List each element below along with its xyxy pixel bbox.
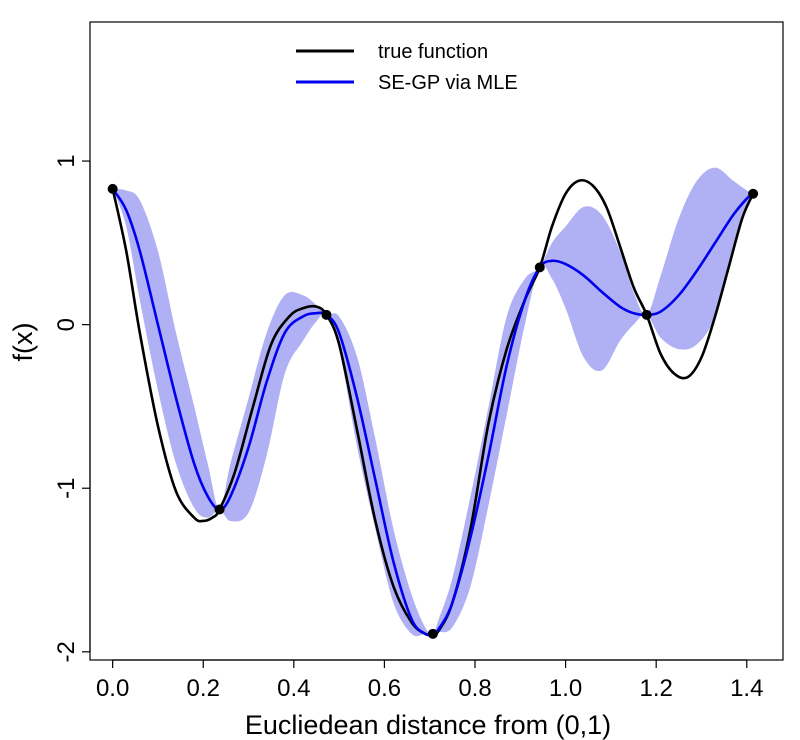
x-tick-label: 0.8 [458, 675, 491, 702]
x-axis: 0.0 0.2 0.4 0.6 0.8 1.0 1.2 1.4 [96, 659, 763, 702]
y-tick-label: -2 [53, 641, 80, 662]
legend: true function SE-GP via MLE [296, 41, 518, 94]
x-tick-label: 0.6 [368, 675, 401, 702]
x-tick-label: 1.2 [639, 675, 672, 702]
y-tick-label: 0 [53, 318, 80, 331]
y-tick-label: 1 [53, 154, 80, 167]
observations-layer [107, 183, 759, 639]
x-tick-label: 0.0 [96, 675, 129, 702]
y-tick-label: -1 [53, 478, 80, 499]
x-tick-label: 1.0 [549, 675, 582, 702]
y-axis: -2 -1 0 1 [53, 154, 91, 662]
legend-label: SE-GP via MLE [378, 72, 518, 94]
x-tick-label: 0.2 [187, 675, 220, 702]
observation-point [321, 309, 332, 320]
y-axis-label: f(x) [8, 323, 38, 362]
x-tick-label: 1.4 [730, 675, 763, 702]
x-axis-label: Eucliedean distance from (0,1) [245, 710, 611, 740]
x-tick-label: 0.4 [277, 675, 310, 702]
observation-point [641, 309, 652, 320]
observation-point [214, 504, 225, 515]
observation-point [107, 183, 118, 194]
observation-point [748, 188, 759, 199]
observation-point [534, 262, 545, 273]
legend-label: true function [378, 41, 488, 63]
observation-point [427, 628, 438, 639]
